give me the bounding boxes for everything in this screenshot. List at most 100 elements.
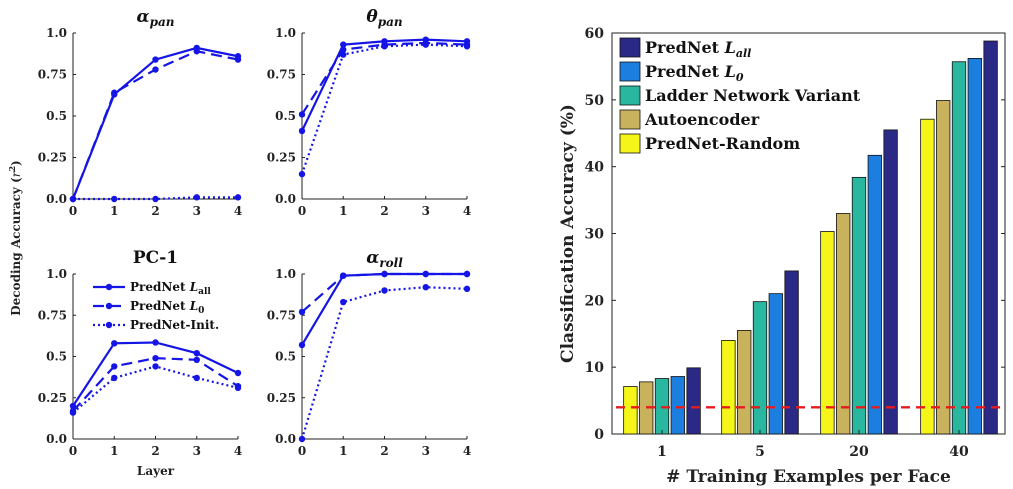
data-point <box>234 369 242 377</box>
y-tick-label: 30 <box>585 227 605 243</box>
legend-marker <box>105 321 113 329</box>
legend-swatch <box>619 37 641 58</box>
y-tick-label: 0.5 <box>46 109 67 123</box>
subplot-title: αroll <box>366 248 403 270</box>
bar <box>820 231 835 435</box>
data-point <box>422 284 429 291</box>
x-tick-label: 1 <box>339 444 347 458</box>
x-tick-label: 40 <box>949 444 969 460</box>
data-point <box>152 363 159 370</box>
series-line <box>301 41 468 115</box>
ylabel-var: r <box>9 170 23 177</box>
legend-label-text: PredNet-Random <box>645 134 800 153</box>
bar <box>936 100 951 435</box>
data-point <box>340 298 347 306</box>
x-tick-label: 4 <box>234 444 242 458</box>
y-tick-label: 60 <box>585 26 605 42</box>
data-point <box>298 127 306 135</box>
data-point <box>111 195 118 203</box>
legend-swatch <box>619 85 641 106</box>
legend-swatch <box>619 133 641 154</box>
legend-label-base: PredNet <box>130 299 190 313</box>
subplot-title-base: α <box>366 248 379 268</box>
x-tick-label: 2 <box>380 444 388 458</box>
legend-label: PredNet L0 <box>130 299 204 316</box>
series-line <box>301 272 467 313</box>
y-tick-label: 0.0 <box>46 432 67 446</box>
y-tick-label: 0 <box>594 427 604 443</box>
series-dotted <box>298 41 471 178</box>
bar-chart: 0 10 20 30 40 50 60 1 5 20 40 # Training Examples p… <box>558 26 1006 487</box>
bar <box>951 61 967 435</box>
legend-label-base: PredNet <box>645 38 725 57</box>
data-point <box>381 287 388 294</box>
data-point <box>234 384 242 392</box>
data-point <box>111 89 118 96</box>
legend-label-text: Autoencoder <box>644 110 760 129</box>
series-line <box>301 38 468 132</box>
data-point <box>381 270 388 278</box>
x-tick-label: 4 <box>463 444 471 458</box>
bar <box>836 213 851 435</box>
bar <box>752 301 768 435</box>
series-line <box>300 286 468 440</box>
bar <box>670 376 685 435</box>
data-point <box>111 374 118 382</box>
data-point <box>422 41 429 48</box>
x-tick-label: 3 <box>193 204 201 218</box>
x-tick-label: 3 <box>422 204 430 218</box>
bar <box>686 367 701 435</box>
bar-series-1 <box>623 118 935 435</box>
data-point <box>69 195 77 203</box>
y-tick-label: 1.0 <box>46 26 67 40</box>
series-line <box>301 272 467 346</box>
data-point <box>193 356 200 363</box>
legend-label: PredNet-Random <box>645 134 800 153</box>
line-subplot-3: 0.0 0.25 0.5 0.75 1.0 0 1 2 3 4 PC-1 Layer PredNet L… <box>38 248 242 478</box>
series-solid <box>69 339 242 410</box>
subplot-title-base: α <box>137 7 150 27</box>
legend-label: Autoencoder <box>644 110 760 129</box>
data-point <box>234 194 242 201</box>
x-tick-label: 0 <box>69 204 77 218</box>
x-tick-label: 0 <box>298 444 306 458</box>
series-line <box>71 50 239 200</box>
x-tick-label: 2 <box>151 444 159 458</box>
legend-label-base: PredNet <box>130 280 190 294</box>
x-tick-label: 3 <box>193 444 201 458</box>
bar <box>768 293 783 435</box>
series-dotted <box>69 194 242 203</box>
data-point <box>193 48 200 55</box>
series-dashed <box>298 270 471 316</box>
subplot-title-sub: roll <box>379 256 403 270</box>
bar <box>721 340 736 435</box>
x-tick-label: 1 <box>339 204 347 218</box>
y-tick-label: 0.25 <box>267 391 296 405</box>
y-tick-label: 0.5 <box>275 350 296 364</box>
series-dotted <box>69 363 242 416</box>
line-subplot-2: 0.0 0.25 0.5 0.75 1.0 0 1 2 3 4 θpan <box>267 7 471 218</box>
x-tick-label: 0 <box>298 204 306 218</box>
data-point <box>340 51 347 58</box>
ylabel-sup: 2 <box>7 166 17 172</box>
data-point <box>463 285 471 293</box>
y-tick-label: 0.75 <box>38 68 67 82</box>
y-tick-label: 40 <box>585 160 605 176</box>
y-tick-label: 10 <box>585 360 605 376</box>
legend-label: PredNet-Init. <box>130 318 219 332</box>
series-dashed <box>69 48 242 203</box>
data-point <box>340 272 347 279</box>
x-axis-label: Layer <box>137 464 175 478</box>
y-tick-label: 0.25 <box>38 151 67 165</box>
data-point <box>152 56 159 63</box>
x-tick-label: 1 <box>110 204 118 218</box>
y-tick-label: 1.0 <box>46 267 67 281</box>
y-tick-label: 50 <box>585 93 605 109</box>
legend-label-var: L <box>189 280 198 294</box>
data-point <box>298 341 306 349</box>
bar-series-4 <box>670 57 982 435</box>
y-tick-label: 0.75 <box>267 308 296 322</box>
data-point <box>298 111 306 118</box>
